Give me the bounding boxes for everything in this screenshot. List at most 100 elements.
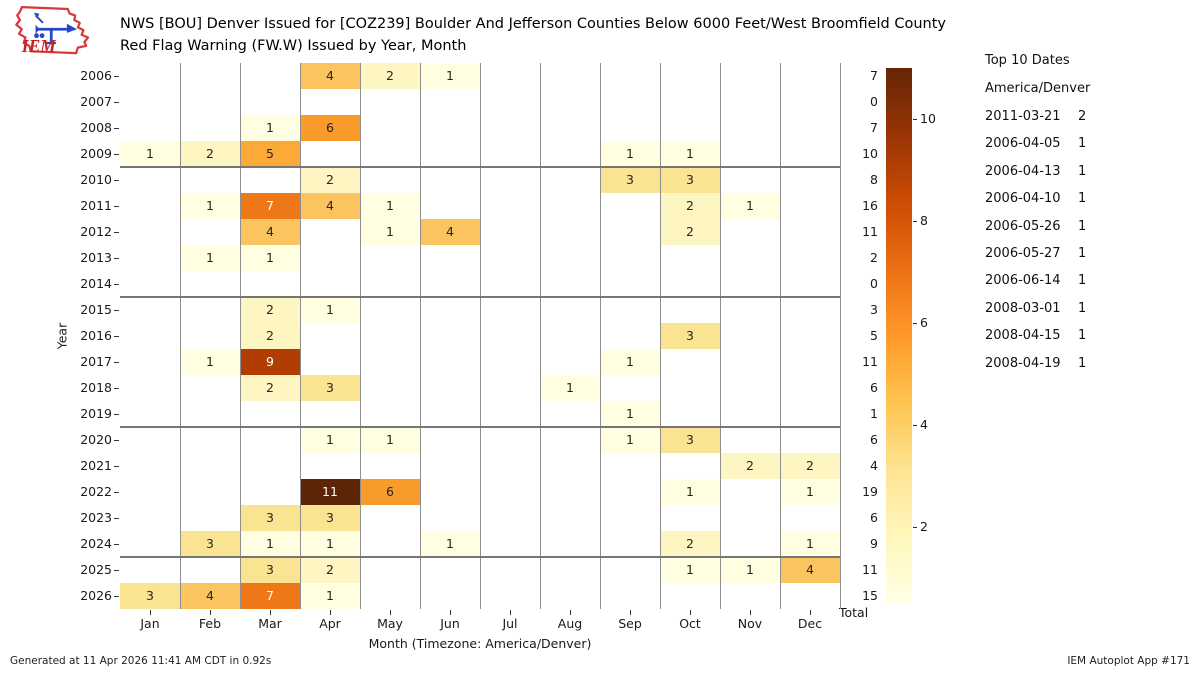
colorbar-tick-label: 10 — [920, 110, 936, 126]
top10-entry-date: 2006-06-14 — [985, 273, 1061, 289]
x-axis-label: Month (Timezone: America/Denver) — [368, 636, 592, 651]
heatmap-cell: 3 — [240, 505, 300, 531]
heatmap-cell: 1 — [660, 479, 720, 505]
total-value: 7 — [870, 120, 878, 135]
month-gridline — [840, 63, 841, 609]
total-value: 19 — [862, 484, 878, 499]
top10-entry-count: 1 — [1078, 328, 1087, 344]
x-tick-label-month: May — [377, 616, 403, 631]
x-tick-label-month: Jun — [440, 616, 460, 631]
total-value: 0 — [870, 276, 878, 291]
month-gridline — [720, 63, 721, 609]
month-gridline — [600, 63, 601, 609]
heatmap-cell: 3 — [120, 583, 180, 609]
heatmap-cell: 11 — [300, 479, 360, 505]
heatmap-cell: 1 — [240, 245, 300, 271]
heatmap-cell: 4 — [780, 557, 840, 583]
y-tick-label-year: 2019 — [80, 406, 112, 421]
y-tick-label-year: 2026 — [80, 588, 112, 603]
y-tick-mark — [114, 154, 119, 155]
x-tick-mark — [270, 610, 271, 615]
heatmap-cell: 4 — [420, 219, 480, 245]
top10-entry-date: 2008-04-15 — [985, 328, 1061, 344]
y-tick-label-year: 2009 — [80, 146, 112, 161]
totals-header: Total — [839, 605, 869, 620]
month-gridline — [180, 63, 181, 609]
heatmap-cell: 1 — [300, 427, 360, 453]
y-tick-label-year: 2007 — [80, 94, 112, 109]
heatmap-cell: 2 — [300, 557, 360, 583]
top10-entry-date: 2006-05-26 — [985, 218, 1061, 234]
x-tick-mark — [750, 610, 751, 615]
iem-logo: IEM — [15, 6, 90, 56]
y-tick-label-year: 2011 — [80, 198, 112, 213]
month-gridline — [540, 63, 541, 609]
y-tick-label-year: 2022 — [80, 484, 112, 499]
heatmap-cell: 2 — [360, 63, 420, 89]
top10-title: Top 10 Dates — [985, 53, 1070, 68]
heatmap-cell: 1 — [360, 219, 420, 245]
total-value: 16 — [862, 198, 878, 213]
top10-entry-date: 2008-03-01 — [985, 300, 1061, 316]
heatmap-cell: 2 — [240, 297, 300, 323]
total-value: 0 — [870, 94, 878, 109]
x-tick-mark — [570, 610, 571, 615]
y-tick-label-year: 2017 — [80, 354, 112, 369]
chart-title-line1: NWS [BOU] Denver Issued for [COZ239] Bou… — [120, 16, 946, 32]
y-tick-mark — [114, 414, 119, 415]
x-tick-mark — [210, 610, 211, 615]
y-tick-label-year: 2010 — [80, 172, 112, 187]
heatmap-cell: 2 — [660, 531, 720, 557]
heatmap-cell: 1 — [420, 63, 480, 89]
heatmap-cell: 5 — [240, 141, 300, 167]
total-value: 8 — [870, 172, 878, 187]
total-value: 2 — [870, 250, 878, 265]
heatmap-cell: 1 — [120, 141, 180, 167]
colorbar-tick-mark — [913, 118, 917, 120]
top10-entry-date: 2011-03-21 — [985, 109, 1061, 124]
top10-entry-count: 1 — [1078, 355, 1087, 371]
total-value: 5 — [870, 328, 878, 343]
heatmap-cell: 1 — [360, 193, 420, 219]
year-separator-line — [120, 426, 840, 428]
y-tick-mark — [114, 440, 119, 441]
top10-entry-count: 1 — [1078, 246, 1087, 261]
x-tick-mark — [450, 610, 451, 615]
month-gridline — [240, 63, 241, 609]
heatmap-cell: 3 — [300, 505, 360, 531]
year-separator-line — [120, 556, 840, 558]
year-separator-line — [120, 166, 840, 168]
x-tick-label-month: Sep — [618, 616, 642, 631]
top10-entry-count: 1 — [1078, 300, 1087, 316]
total-value: 11 — [862, 224, 878, 239]
top10-entry-count: 2 — [1078, 109, 1087, 124]
heatmap-cell: 1 — [660, 557, 720, 583]
month-gridline — [420, 63, 421, 609]
y-tick-mark — [114, 284, 119, 285]
heatmap-cell: 3 — [240, 557, 300, 583]
y-tick-label-year: 2013 — [80, 250, 112, 265]
top10-entry-date: 2006-04-13 — [985, 163, 1061, 179]
chart-title-line2: Red Flag Warning (FW.W) Issued by Year, … — [120, 38, 467, 54]
heatmap-cell: 1 — [720, 557, 780, 583]
y-tick-mark — [114, 492, 119, 493]
heatmap-cell: 2 — [660, 193, 720, 219]
y-tick-mark — [114, 570, 119, 571]
y-tick-label-year: 2020 — [80, 432, 112, 447]
heatmap-cell: 6 — [300, 115, 360, 141]
heatmap-cell: 2 — [240, 375, 300, 401]
heatmap-cell: 3 — [660, 167, 720, 193]
y-tick-label-year: 2023 — [80, 510, 112, 525]
total-value: 9 — [870, 536, 878, 551]
total-value: 11 — [862, 354, 878, 369]
heatmap-cell: 3 — [660, 427, 720, 453]
heatmap-cell: 2 — [300, 167, 360, 193]
y-tick-mark — [114, 76, 119, 77]
y-tick-mark — [114, 102, 119, 103]
footer-generated-text: Generated at 11 Apr 2026 11:41 AM CDT in… — [10, 655, 272, 667]
x-tick-mark — [630, 610, 631, 615]
iem-logo-text: IEM — [21, 36, 57, 56]
x-tick-label-month: Apr — [319, 616, 341, 631]
heatmap-cell: 1 — [660, 141, 720, 167]
heatmap-cell: 3 — [660, 323, 720, 349]
